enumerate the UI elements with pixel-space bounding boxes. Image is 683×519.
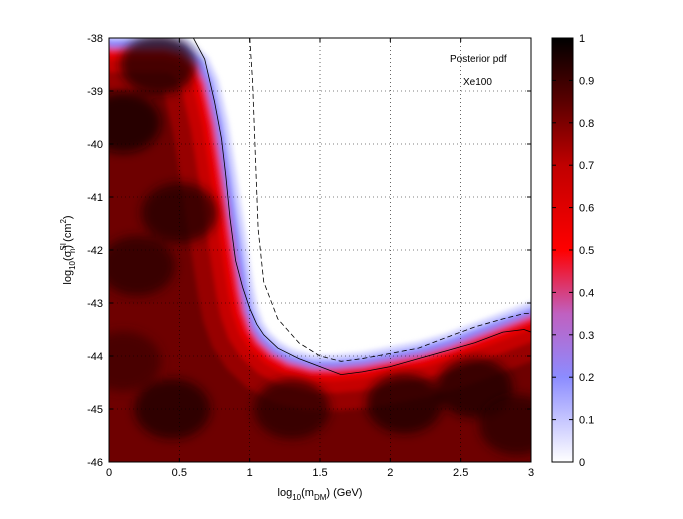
- heatmap-band-8: [109, 89, 531, 462]
- x-tick-label: 0: [106, 467, 112, 479]
- y-tick-label: -46: [87, 457, 103, 469]
- colorbar-tick-label: 0.4: [579, 287, 594, 299]
- y-axis-label: log10(σSIn) (cm2): [59, 215, 77, 284]
- x-axis-ticks: 0 0.5 1 1.5 2 2.5 3: [106, 38, 534, 479]
- colorbar: 0 0.1 0.2 0.3 0.4 0.5 0.6 0.7 0.8 0.9 1: [551, 33, 594, 469]
- colorbar-tick-label: 0.6: [579, 203, 594, 215]
- heatmap-peak-10: [109, 331, 162, 392]
- colorbar-tick-label: 0.3: [579, 330, 594, 342]
- y-tick-label: -44: [87, 351, 103, 363]
- annotation-posterior-pdf: Posterior pdf: [450, 54, 507, 65]
- heatmap-peak-2: [120, 38, 197, 95]
- heatmap-layer: [109, 38, 531, 462]
- x-tick-label: 1.5: [312, 467, 327, 479]
- y-tick-label: -42: [87, 245, 103, 257]
- x-tick-label: 2: [387, 467, 393, 479]
- heatmap-peak-6: [253, 379, 330, 439]
- x-tick-label: 2.5: [453, 467, 468, 479]
- colorbar-tick-label: 0: [579, 457, 585, 469]
- colorbar-ticks: 0 0.1 0.2 0.3 0.4 0.5 0.6 0.7 0.8 0.9 1: [552, 33, 594, 469]
- heatmap-peak-5: [141, 182, 218, 243]
- x-axis-label: log10(mDM) (GeV): [278, 487, 363, 502]
- plot-area: 0 0.5 1 1.5 2 2.5 3 -46 -45 -44 -43 -42 -41 -40 -39 -3…: [87, 33, 534, 479]
- grid-lines: [109, 38, 531, 462]
- y-tick-label: -38: [87, 33, 103, 45]
- x-tick-label: 0.5: [172, 467, 187, 479]
- y-tick-label: -45: [87, 404, 103, 416]
- heatmap-peak-9: [478, 394, 531, 455]
- y-tick-label: -40: [87, 139, 103, 151]
- x-tick-label: 3: [528, 467, 534, 479]
- x-tick-label: 1: [247, 467, 253, 479]
- heatmap-peak-4: [109, 235, 176, 296]
- colorbar-tick-label: 0.2: [579, 372, 594, 384]
- colorbar-tick-label: 0.5: [579, 245, 594, 257]
- colorbar-tick-label: 0.7: [579, 160, 594, 172]
- heatmap-peaks: [109, 38, 531, 455]
- heatmap-peak-3: [134, 379, 211, 439]
- heatmap-peak-1: [109, 92, 162, 153]
- y-tick-label: -43: [87, 298, 103, 310]
- contour-dashed: [249, 38, 531, 362]
- colorbar-tick-label: 1: [579, 33, 585, 45]
- heatmap-peak-7: [366, 373, 443, 434]
- y-tick-label: -39: [87, 86, 103, 98]
- y-tick-label: -41: [87, 192, 103, 204]
- annotation-detector: Xe100: [463, 77, 492, 88]
- contour-solid: [193, 38, 531, 376]
- contour-layer: [193, 38, 531, 376]
- colorbar-tick-label: 0.1: [579, 415, 594, 427]
- colorbar-tick-label: 0.8: [579, 118, 594, 130]
- y-axis-ticks: -46 -45 -44 -43 -42 -41 -40 -39 -38: [87, 33, 531, 469]
- colorbar-tick-label: 0.9: [579, 75, 594, 87]
